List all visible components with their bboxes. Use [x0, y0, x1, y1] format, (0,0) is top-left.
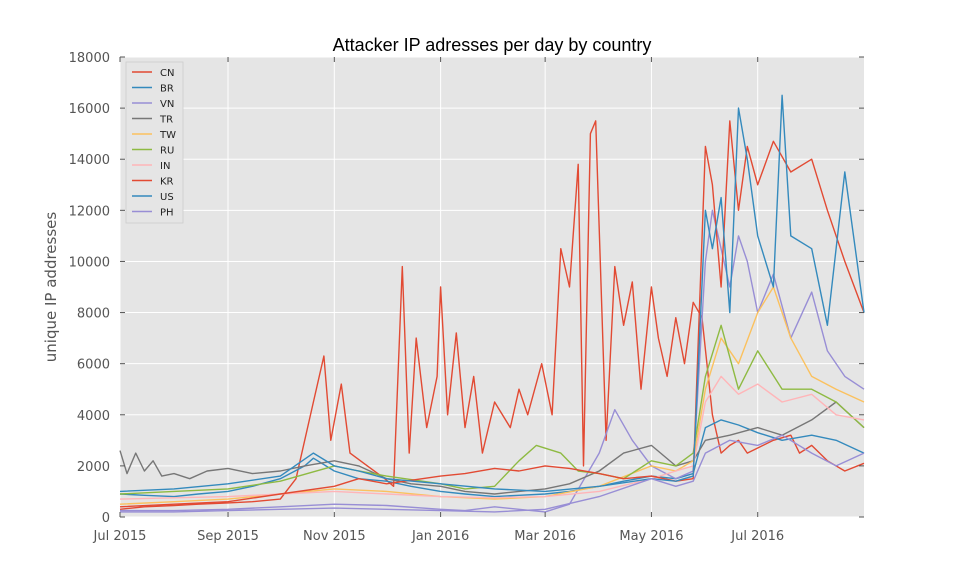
y-tick-label: 16000 [69, 102, 110, 117]
series-line-us [119, 94, 865, 493]
y-tick-label: 4000 [77, 409, 110, 424]
legend-label: CN [160, 68, 174, 79]
y-tick-label: 0 [102, 511, 110, 526]
legend-label: VN [160, 99, 174, 110]
y-tick-label: 2000 [77, 460, 110, 475]
plot-area [120, 57, 864, 517]
x-tick-label: May 2016 [619, 529, 683, 544]
legend-label: IN [160, 161, 170, 172]
series-line-kr [119, 120, 865, 508]
series-line-tw [119, 286, 865, 505]
axes: 0 2000 4000 6000 8000 10000 12000 14000 16000 180… [69, 51, 864, 544]
x-tick-label: Nov 2015 [303, 529, 366, 544]
y-tick-label: 8000 [77, 307, 110, 322]
legend-label: US [160, 192, 174, 203]
series-line-tr [119, 401, 865, 495]
y-tick-label: 14000 [69, 153, 110, 168]
legend-label: TR [159, 115, 173, 126]
x-tick-label: Mar 2016 [514, 529, 576, 544]
y-tick-label: 10000 [69, 255, 110, 270]
x-tick-label: Jan 2016 [411, 529, 469, 544]
legend: CN BR VN TR TW RU IN KR US PH [125, 61, 184, 224]
legend-label: RU [160, 146, 174, 157]
series-layer [119, 94, 865, 513]
y-tick-label: 6000 [77, 358, 110, 373]
chart-title: Attacker IP adresses per day by country [333, 35, 652, 55]
legend-label: BR [160, 84, 174, 95]
legend-label: TW [159, 130, 176, 141]
y-tick-label: 18000 [69, 51, 110, 66]
x-tick-label: Jul 2015 [93, 529, 147, 544]
series-line-ph [120, 434, 865, 513]
y-tick-label: 12000 [69, 204, 110, 219]
legend-label: KR [160, 177, 174, 188]
x-tick-label: Sep 2015 [197, 529, 259, 544]
series-line-cn [119, 120, 865, 510]
legend-box [125, 61, 184, 224]
legend-label: PH [160, 208, 174, 219]
x-tick-label: Jul 2016 [730, 529, 784, 544]
y-axis-label: unique IP addresses [42, 212, 60, 363]
